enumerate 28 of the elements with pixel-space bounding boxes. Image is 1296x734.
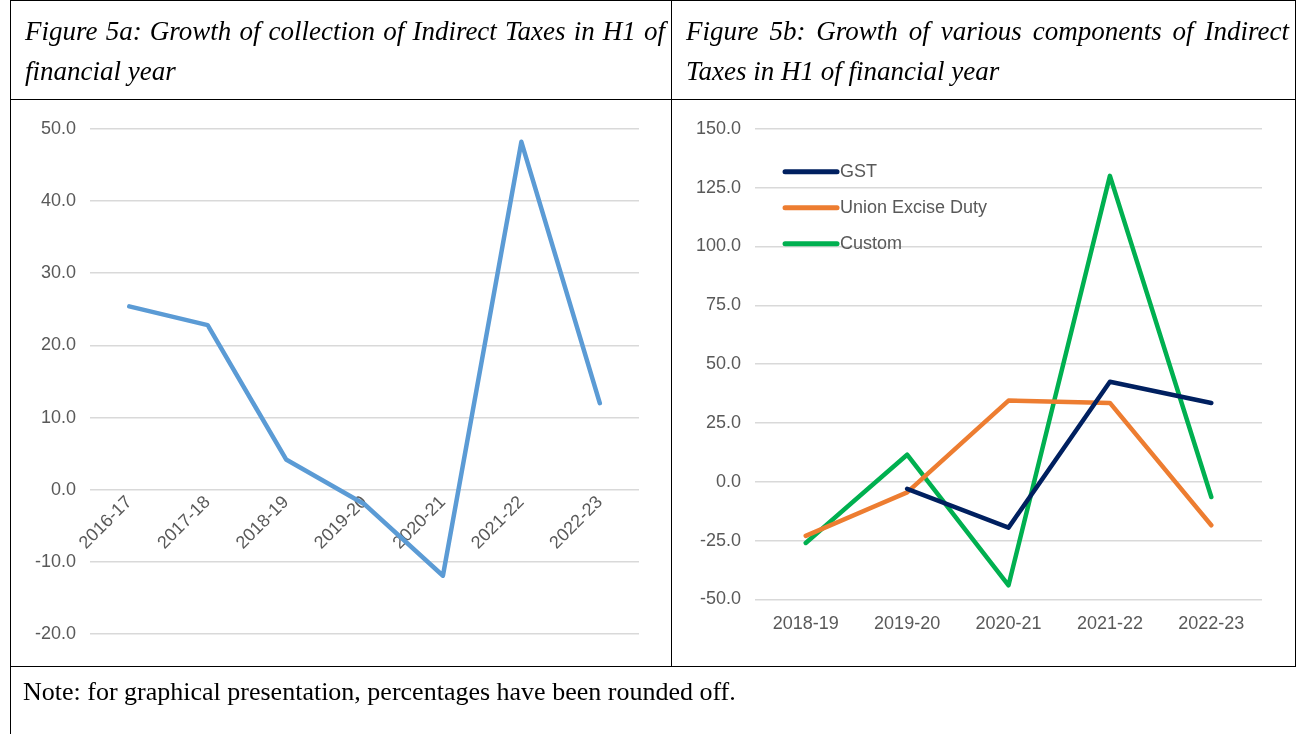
text: Note: for graphical presentation, percentages have been rounded off. [23,677,737,707]
y-tick-label: 75.0 [706,294,742,315]
y-tick-label: 10.0 [40,406,77,427]
x-tick-label: 2020-21 [975,613,1042,634]
y-tick-label: 0.0 [51,478,77,499]
y-tick-label: 20.0 [40,334,77,355]
chart-title: Figure 5b: Growth of various components of Indirect Taxes in H1 of financial year [685,15,1291,88]
y-tick-label: 150.0 [696,117,742,138]
legend-label: Union Excise Duty [840,196,988,217]
y-tick-label: -20.0 [35,623,77,644]
y-tick-label: 0.0 [716,470,742,491]
y-tick-label: -10.0 [35,550,77,571]
y-tick-label: 50.0 [40,117,77,138]
chart-title: Figure 5a: Growth of collection of Indirect Taxes in H1 of financial year [24,15,669,88]
x-tick-label: 2022-23 [1178,613,1245,634]
y-tick-label: 30.0 [40,262,77,283]
y-tick-label: 100.0 [696,235,742,256]
x-tick-label: 2018-19 [772,613,839,634]
legend-label: Custom [840,232,903,253]
legend-label: GST [840,160,878,181]
y-tick-label: -25.0 [700,529,742,550]
x-tick-label: 2019-20 [874,613,941,634]
y-tick-label: 125.0 [696,176,742,197]
y-tick-label: 40.0 [40,189,77,210]
y-tick-label: 25.0 [706,411,742,432]
y-tick-label: -50.0 [700,588,742,609]
x-tick-label: 2021-22 [1076,613,1143,634]
y-tick-label: 50.0 [706,353,742,374]
